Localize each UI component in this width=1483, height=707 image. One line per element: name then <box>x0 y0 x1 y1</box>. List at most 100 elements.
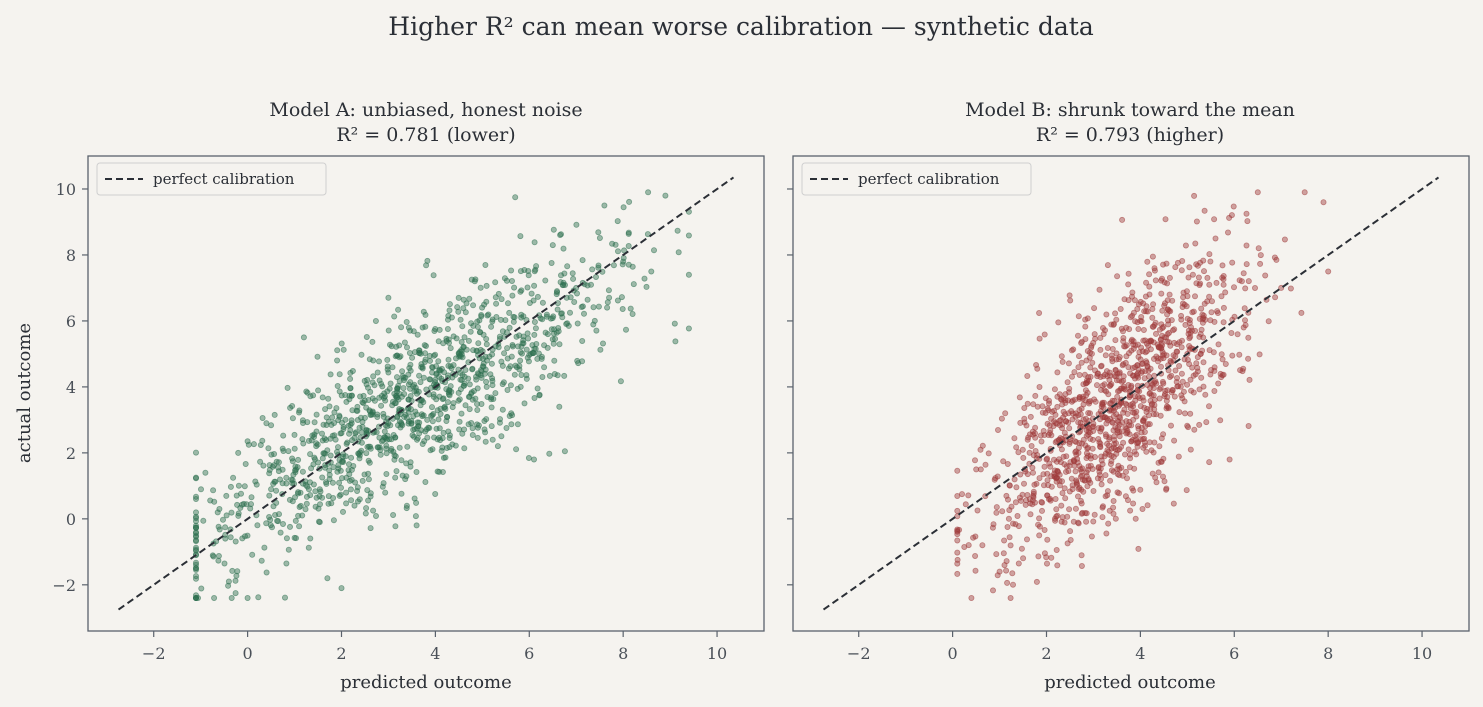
data-point <box>516 332 523 339</box>
data-point <box>1123 468 1130 475</box>
data-point <box>497 316 504 323</box>
data-point <box>210 553 217 560</box>
data-point <box>1107 415 1114 422</box>
panel-b-legend-label: perfect calibration <box>858 170 1000 188</box>
data-point <box>202 469 209 476</box>
data-point <box>1082 323 1089 330</box>
data-point <box>300 334 307 341</box>
data-point <box>1114 273 1121 280</box>
data-point <box>478 311 485 318</box>
data-point <box>558 310 565 317</box>
data-point <box>192 566 199 573</box>
data-point <box>268 524 275 531</box>
data-point <box>1134 387 1141 394</box>
data-point <box>531 318 538 325</box>
data-point <box>442 454 449 461</box>
data-point <box>1006 534 1013 541</box>
data-point <box>1100 373 1107 380</box>
data-point <box>192 544 199 551</box>
data-point <box>372 513 379 520</box>
data-point <box>322 464 329 471</box>
data-point <box>1208 366 1215 373</box>
data-point <box>401 390 408 397</box>
data-point <box>347 486 354 493</box>
data-point <box>361 377 368 384</box>
data-point <box>1103 433 1110 440</box>
data-point <box>1140 326 1147 333</box>
data-point <box>280 432 287 439</box>
data-point <box>263 420 270 427</box>
data-point <box>1226 456 1233 463</box>
data-point <box>536 392 543 399</box>
data-point <box>369 338 376 345</box>
data-point <box>1171 437 1178 444</box>
data-point <box>444 399 451 406</box>
data-point <box>1103 368 1110 375</box>
data-point <box>273 499 280 506</box>
data-point <box>440 340 447 347</box>
data-point <box>310 433 317 440</box>
data-point <box>1041 331 1048 338</box>
data-point <box>1200 359 1207 366</box>
data-point <box>343 500 350 507</box>
data-point <box>1078 405 1085 412</box>
data-point <box>1163 260 1170 267</box>
data-point <box>1036 515 1043 522</box>
data-point <box>1091 331 1098 338</box>
data-point <box>524 330 531 337</box>
data-point <box>482 261 489 268</box>
data-point <box>1058 353 1065 360</box>
data-point <box>1035 553 1042 560</box>
data-point <box>483 282 490 289</box>
data-point <box>198 585 205 592</box>
data-point <box>1178 344 1185 351</box>
data-point <box>1115 356 1122 363</box>
data-point <box>192 538 199 545</box>
data-point <box>371 397 378 404</box>
data-point <box>972 533 979 540</box>
data-point <box>228 595 235 602</box>
data-point <box>1030 469 1037 476</box>
data-point <box>1091 305 1098 312</box>
data-point <box>1164 338 1171 345</box>
data-point <box>993 504 1000 511</box>
data-point <box>412 408 419 415</box>
data-point <box>1073 448 1080 455</box>
data-point <box>422 478 429 485</box>
data-point <box>1242 285 1249 292</box>
data-point <box>302 506 309 513</box>
panel-a-legend-label: perfect calibration <box>153 170 295 188</box>
data-point <box>1158 336 1165 343</box>
data-point <box>1150 339 1157 346</box>
data-point <box>283 535 290 542</box>
data-point <box>1059 490 1066 497</box>
data-point <box>425 424 432 431</box>
data-point <box>1021 480 1028 487</box>
data-point <box>1114 489 1121 496</box>
data-point <box>1053 438 1060 445</box>
data-point <box>1109 355 1116 362</box>
data-point <box>1034 403 1041 410</box>
data-point <box>460 305 467 312</box>
data-point <box>1146 271 1153 278</box>
data-point <box>1090 339 1097 346</box>
data-point <box>430 410 437 417</box>
data-point <box>322 406 329 413</box>
data-point <box>469 425 476 432</box>
data-point <box>393 352 400 359</box>
data-point <box>543 313 550 320</box>
data-point <box>1157 384 1164 391</box>
data-point <box>327 452 334 459</box>
data-point <box>550 330 557 337</box>
data-point <box>404 443 411 450</box>
data-point <box>1036 532 1043 539</box>
data-point <box>492 279 499 286</box>
data-point <box>398 457 405 464</box>
data-point <box>1125 270 1132 277</box>
data-point <box>1195 274 1202 281</box>
data-point <box>1132 364 1139 371</box>
data-point <box>1071 369 1078 376</box>
data-point <box>466 381 473 388</box>
data-point <box>363 333 370 340</box>
data-point <box>315 387 322 394</box>
